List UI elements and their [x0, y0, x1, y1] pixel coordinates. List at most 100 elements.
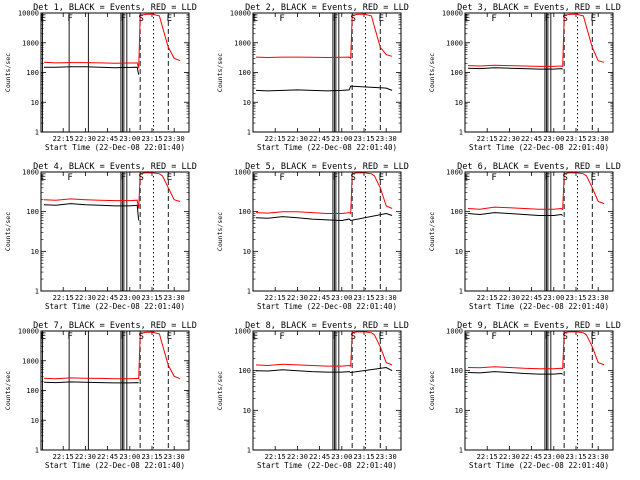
x-tick-label: 22:15	[53, 135, 74, 143]
y-tick-label: 100	[26, 387, 39, 395]
y-tick-label: 1000	[446, 328, 463, 336]
x-tick-label: 23:15	[565, 135, 586, 143]
plot-frame	[40, 330, 190, 451]
plot-frame	[252, 12, 402, 133]
y-tick-label: 100	[26, 69, 39, 77]
event-marker-label: E	[41, 14, 46, 24]
x-tick-label: 23:00	[331, 453, 352, 461]
y-tick-label: 1	[247, 447, 251, 455]
panel-title: Det 4, BLACK = Events, RED = LLD	[33, 162, 197, 172]
event-marker-label: S	[138, 14, 143, 24]
y-tick-label: 10000	[442, 10, 463, 18]
y-tick-label: 1	[35, 129, 39, 137]
series-line-events	[467, 67, 563, 70]
y-tick-label: 1	[459, 447, 463, 455]
x-tick-label: 22:45	[521, 294, 542, 302]
event-marker-label: S	[562, 14, 567, 24]
y-tick-label: 1000	[22, 357, 39, 365]
x-tick-label: 23:30	[164, 294, 185, 302]
event-marker-label: S	[562, 332, 567, 342]
y-tick-label: 10	[243, 407, 251, 415]
event-marker-label: F	[121, 173, 126, 183]
x-tick-label: 23:30	[164, 453, 185, 461]
x-axis-label: Start Time (22-Dec-08 22:01:40)	[469, 461, 609, 470]
event-marker-label: F	[121, 14, 126, 24]
x-axis-label: Start Time (22-Dec-08 22:01:40)	[257, 302, 397, 311]
x-tick-label: 23:30	[164, 135, 185, 143]
x-axis-label: Start Time (22-Dec-08 22:01:40)	[469, 143, 609, 152]
y-tick-label: 10	[243, 248, 251, 256]
series-line-lld	[255, 331, 393, 367]
x-tick-label: 22:15	[265, 294, 286, 302]
series-line-events	[44, 66, 140, 75]
y-tick-label: 1000	[446, 39, 463, 47]
event-marker-label: E	[379, 173, 384, 183]
y-tick-label: 100	[450, 367, 463, 375]
x-tick-label: 23:30	[588, 294, 609, 302]
x-tick-label: 23:00	[119, 135, 140, 143]
plot-frame	[40, 12, 190, 133]
event-marker-label: F	[121, 332, 126, 342]
series-line-events	[255, 212, 393, 222]
x-tick-label: 22:45	[309, 453, 330, 461]
y-axis-label: Counts/sec	[4, 212, 12, 251]
x-tick-label: 22:45	[309, 294, 330, 302]
y-axis-label: Counts/sec	[216, 53, 224, 92]
x-tick-label: 22:30	[287, 453, 308, 461]
event-marker-label: E	[253, 332, 258, 342]
x-tick-label: 23:15	[141, 294, 162, 302]
y-tick-label: 100	[450, 208, 463, 216]
event-marker-label: F	[545, 173, 550, 183]
y-tick-label: 1	[459, 288, 463, 296]
x-tick-label: 23:15	[565, 294, 586, 302]
series-line-lld	[467, 13, 605, 68]
y-axis-label: Counts/sec	[216, 212, 224, 251]
x-tick-label: 22:30	[75, 135, 96, 143]
event-marker-label: E	[465, 14, 470, 24]
x-tick-label: 22:30	[75, 453, 96, 461]
series-line-events	[467, 371, 563, 375]
series-line-events	[467, 212, 563, 216]
event-marker-label: F	[333, 14, 338, 24]
event-marker-label: E	[379, 332, 384, 342]
y-tick-label: 1000	[22, 39, 39, 47]
x-tick-label: 22:15	[53, 294, 74, 302]
panel-det-9: Det 9, BLACK = Events, RED = LLD Counts/s…	[428, 321, 621, 470]
x-tick-label: 22:15	[477, 453, 498, 461]
x-tick-label: 22:30	[287, 135, 308, 143]
event-marker-label: F	[491, 173, 496, 183]
series-line-lld	[255, 13, 393, 60]
x-tick-label: 22:15	[265, 135, 286, 143]
x-axis-label: Start Time (22-Dec-08 22:01:40)	[257, 143, 397, 152]
panel-title: Det 3, BLACK = Events, RED = LLD	[457, 3, 621, 13]
y-tick-label: 10000	[18, 10, 39, 18]
event-marker-label: F	[491, 14, 496, 24]
x-tick-label: 23:15	[141, 453, 162, 461]
panel-det-7: Det 7, BLACK = Events, RED = LLD Counts/s…	[4, 321, 197, 470]
panel-det-5: Det 5, BLACK = Events, RED = LLD Counts/s…	[216, 162, 409, 311]
panel-title: Det 9, BLACK = Events, RED = LLD	[457, 321, 621, 331]
x-tick-label: 22:30	[287, 294, 308, 302]
panel-det-2: Det 2, BLACK = Events, RED = LLD Counts/s…	[216, 3, 409, 152]
y-tick-label: 100	[26, 208, 39, 216]
event-marker-label: S	[350, 14, 355, 24]
x-axis-label: Start Time (22-Dec-08 22:01:40)	[257, 461, 397, 470]
event-marker-label: E	[379, 14, 384, 24]
x-tick-label: 23:00	[331, 294, 352, 302]
y-tick-label: 1	[35, 288, 39, 296]
y-tick-label: 10	[31, 99, 39, 107]
y-tick-label: 100	[238, 69, 251, 77]
x-tick-label: 23:15	[141, 135, 162, 143]
series-line-events	[255, 366, 393, 374]
plot-frame	[40, 171, 190, 292]
y-axis-label: Counts/sec	[428, 53, 436, 92]
x-tick-label: 23:00	[543, 453, 564, 461]
y-tick-label: 100	[450, 69, 463, 77]
x-tick-label: 22:45	[521, 135, 542, 143]
y-tick-label: 10	[31, 248, 39, 256]
plot-frame	[464, 171, 614, 292]
y-tick-label: 1000	[234, 39, 251, 47]
event-marker-label: E	[167, 332, 172, 342]
x-axis-label: Start Time (22-Dec-08 22:01:40)	[45, 302, 185, 311]
y-tick-label: 10	[455, 99, 463, 107]
